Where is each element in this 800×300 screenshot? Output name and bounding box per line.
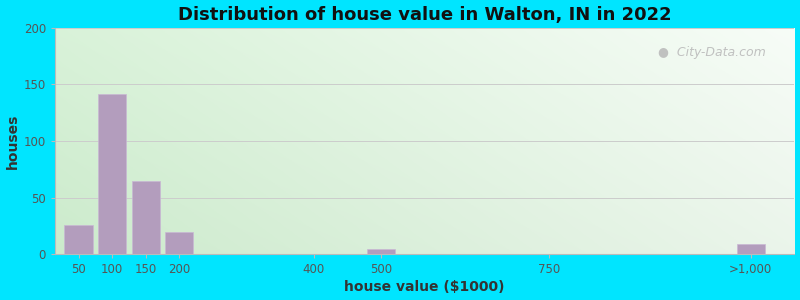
Bar xyxy=(367,249,395,254)
Title: Distribution of house value in Walton, IN in 2022: Distribution of house value in Walton, I… xyxy=(178,6,671,24)
Y-axis label: houses: houses xyxy=(6,113,19,169)
Bar xyxy=(132,181,160,254)
Bar xyxy=(737,244,765,254)
Text: ●  City-Data.com: ● City-Data.com xyxy=(658,46,766,59)
Bar xyxy=(65,225,93,254)
Bar xyxy=(98,94,126,254)
Bar xyxy=(166,232,194,254)
X-axis label: house value ($1000): house value ($1000) xyxy=(345,280,505,294)
